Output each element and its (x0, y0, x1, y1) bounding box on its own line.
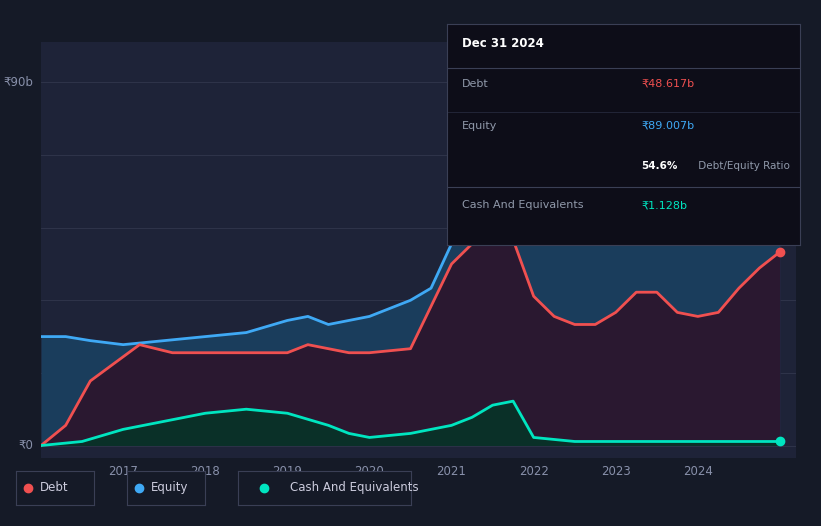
Text: 54.6%: 54.6% (642, 160, 678, 170)
Text: ₹48.617b: ₹48.617b (642, 79, 695, 89)
Text: ₹89.007b: ₹89.007b (642, 121, 695, 131)
Text: Cash And Equivalents: Cash And Equivalents (290, 481, 419, 494)
Text: ₹1.128b: ₹1.128b (642, 200, 688, 210)
Text: Equity: Equity (151, 481, 188, 494)
Text: Cash And Equivalents: Cash And Equivalents (461, 200, 583, 210)
Text: Equity: Equity (461, 121, 497, 131)
Text: ₹0: ₹0 (19, 439, 34, 452)
Text: Debt/Equity Ratio: Debt/Equity Ratio (695, 160, 790, 170)
Text: Debt: Debt (40, 481, 68, 494)
Text: ₹90b: ₹90b (3, 76, 34, 89)
Text: Dec 31 2024: Dec 31 2024 (461, 37, 544, 50)
Text: Debt: Debt (461, 79, 488, 89)
